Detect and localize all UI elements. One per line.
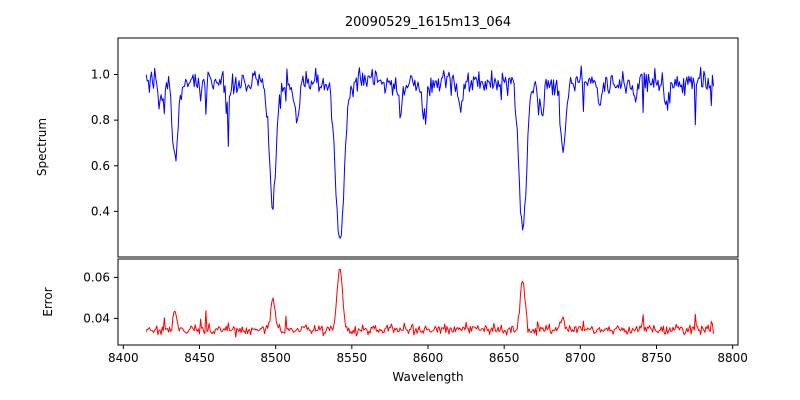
tick-label: 8800: [717, 351, 748, 365]
x-axis-label: Wavelength: [392, 370, 463, 384]
tick-label: 8550: [337, 351, 368, 365]
error-panel: [117, 258, 739, 346]
error-y-ticks: 0.04 0.06: [83, 270, 118, 325]
spectrum-y-ticks: 0.4 0.6 0.8 1.0: [91, 68, 118, 218]
tick-label: 8700: [565, 351, 596, 365]
tick-label: 8500: [260, 351, 291, 365]
tick-label: 0.6: [91, 159, 110, 173]
tick-label: 8600: [413, 351, 444, 365]
spectrum-panel: [117, 37, 739, 258]
tick-label: 8650: [489, 351, 520, 365]
tick-label: 0.06: [83, 270, 110, 284]
tick-label: 0.04: [83, 311, 110, 325]
error-line: [145, 268, 714, 338]
error-y-axis-label: Error: [41, 287, 55, 316]
tick-label: 8450: [184, 351, 215, 365]
x-ticks: 8400 8450 8500 8550 8600 8650 8700 8750 8800: [108, 345, 748, 365]
tick-label: 8400: [108, 351, 139, 365]
tick-label: 1.0: [91, 68, 110, 82]
tick-label: 0.4: [91, 204, 110, 218]
tick-label: 0.8: [91, 113, 110, 127]
chart-title: 20090529_1615m13_064: [345, 15, 511, 30]
spectrum-y-axis-label: Spectrum: [35, 118, 49, 176]
tick-label: 8750: [641, 351, 672, 365]
spectrum-line: [145, 65, 714, 239]
